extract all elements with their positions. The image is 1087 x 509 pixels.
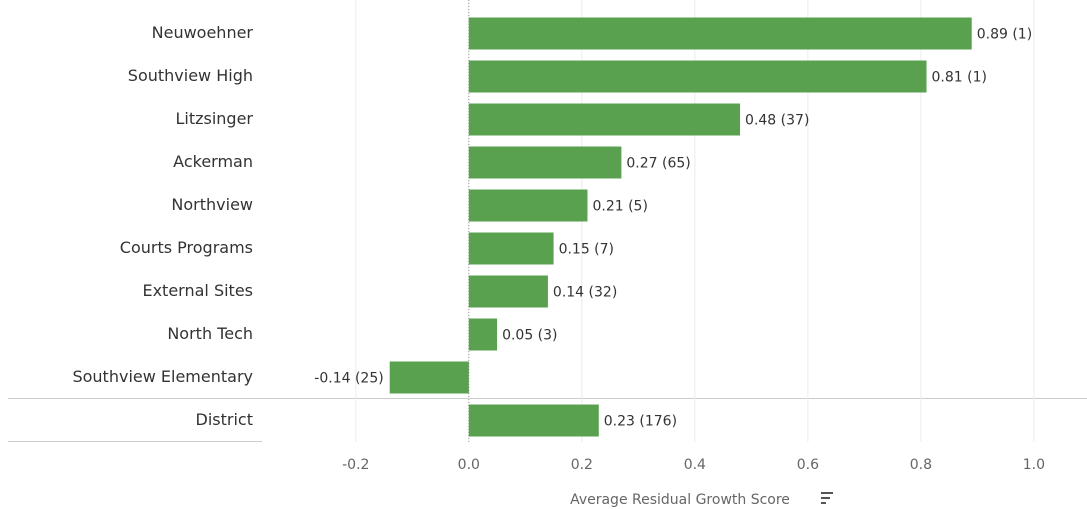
category-label: Southview High [128, 66, 253, 85]
bar [468, 60, 927, 93]
value-label: 0.27 (65) [626, 156, 690, 172]
category-label: North Tech [167, 324, 253, 343]
category-label: Southview Elementary [72, 367, 253, 386]
x-tick-label: 0.4 [684, 457, 706, 473]
value-label: 0.23 (176) [604, 414, 677, 430]
bar [468, 146, 622, 179]
category-label: Courts Programs [120, 238, 253, 257]
x-tick-label: 1.0 [1023, 457, 1045, 473]
bar [468, 189, 588, 222]
value-label: 0.05 (3) [502, 328, 557, 344]
category-label: District [196, 410, 253, 429]
x-tick-label: 0.0 [458, 457, 480, 473]
value-label: 0.48 (37) [745, 113, 809, 129]
value-label: 0.15 (7) [559, 242, 614, 258]
category-label: Northview [171, 195, 253, 214]
bar [468, 275, 548, 308]
value-label: -0.14 (25) [314, 371, 383, 387]
x-axis-title: Average Residual Growth Score [570, 492, 790, 508]
bar [389, 361, 469, 394]
category-label: Neuwoehner [152, 23, 254, 42]
category-label: Ackerman [173, 152, 253, 171]
category-label: External Sites [142, 281, 253, 300]
bar [468, 232, 554, 265]
bar [468, 318, 498, 351]
value-label: 0.89 (1) [977, 27, 1032, 43]
x-tick-label: 0.2 [571, 457, 593, 473]
x-tick-label: -0.2 [342, 457, 369, 473]
x-tick-label: 0.6 [797, 457, 819, 473]
value-label: 0.21 (5) [592, 199, 647, 215]
sort-icon [821, 492, 833, 504]
category-label: Litzsinger [175, 109, 253, 128]
bar [468, 17, 972, 50]
x-tick-label: 0.8 [910, 457, 932, 473]
bar [468, 404, 599, 437]
bar [468, 103, 741, 136]
value-label: 0.14 (32) [553, 285, 617, 301]
value-label: 0.81 (1) [932, 70, 987, 86]
